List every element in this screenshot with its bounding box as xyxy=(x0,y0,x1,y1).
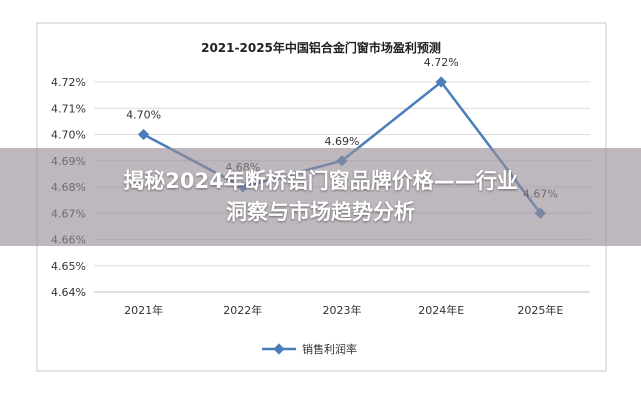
title-banner: 揭秘2024年断桥铝门窗品牌价格——行业 洞察与市场趋势分析 xyxy=(0,148,641,246)
banner-title-line-1: 揭秘2024年断桥铝门窗品牌价格——行业 xyxy=(123,169,518,193)
data-label: 4.72% xyxy=(424,56,459,69)
data-label: 4.70% xyxy=(126,109,161,122)
chart-title: 2021-2025年中国铝合金门窗市场盈利预测 xyxy=(201,40,441,55)
x-tick-label: 2024年E xyxy=(418,303,464,317)
legend-marker xyxy=(273,343,285,355)
x-tick-label: 2022年 xyxy=(223,303,262,317)
y-tick-label: 4.65% xyxy=(51,260,86,273)
data-label: 4.69% xyxy=(325,135,360,148)
x-tick-label: 2023年 xyxy=(323,303,362,317)
x-axis: 2021年 2022年 2023年 2024年E 2025年E xyxy=(124,303,563,317)
y-tick-label: 4.70% xyxy=(51,129,86,142)
legend: 销售利润率 xyxy=(262,342,357,356)
data-point xyxy=(137,128,150,141)
y-tick-label: 4.72% xyxy=(51,76,86,89)
legend-label: 销售利润率 xyxy=(302,342,357,356)
banner-title-line-2: 洞察与市场趋势分析 xyxy=(226,200,415,224)
y-tick-label: 4.64% xyxy=(51,286,86,299)
x-tick-label: 2025年E xyxy=(517,303,563,317)
x-tick-label: 2021年 xyxy=(124,303,163,317)
y-tick-label: 4.71% xyxy=(51,102,86,115)
